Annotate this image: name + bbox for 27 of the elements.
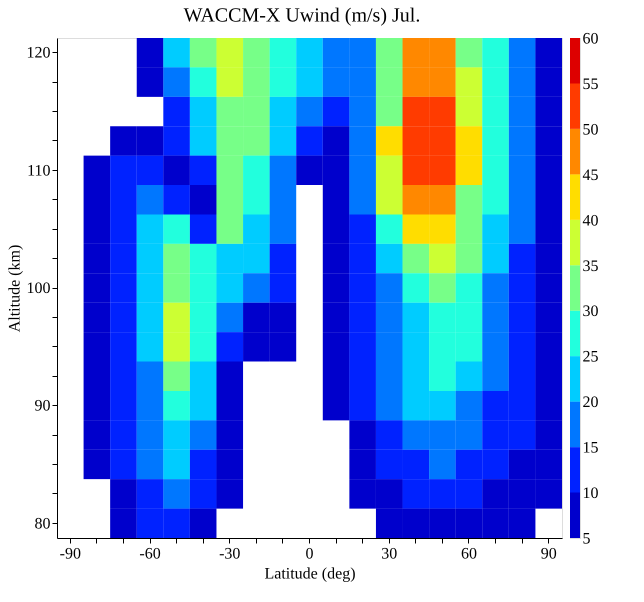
x-tick-label: 0: [306, 546, 314, 562]
y-tick-label: 80: [34, 515, 50, 532]
color-bar-label: 55: [582, 76, 598, 93]
y-tick-label: 100: [26, 280, 50, 297]
x-axis-title: Latitude (deg): [264, 566, 356, 582]
color-bar-label: 30: [582, 303, 598, 320]
color-bar-label: 25: [582, 348, 598, 366]
x-tick-label: 90: [540, 546, 557, 562]
chart-title: WACCM-X Uwind (m/s) Jul.: [184, 4, 420, 26]
x-tick-label: 30: [381, 546, 398, 562]
color-bar-label: 20: [582, 394, 598, 412]
color-bar-label: 50: [582, 121, 598, 138]
x-tick-label: -90: [60, 546, 81, 562]
color-bar-label: 35: [582, 258, 598, 275]
color-bar-label: 5: [582, 530, 590, 548]
y-tick-label: 110: [27, 162, 50, 180]
color-bar-label: 10: [582, 485, 598, 502]
x-tick-label: -30: [219, 546, 240, 562]
x-tick-label: 60: [460, 546, 477, 562]
color-bar-label: 40: [582, 212, 598, 230]
y-tick-label: 120: [26, 44, 50, 62]
color-bar-label: 45: [582, 166, 598, 184]
y-axis-title: Altitude (km): [6, 244, 24, 332]
color-bar-label: 15: [582, 440, 598, 457]
y-tick-label: 90: [34, 398, 50, 415]
x-tick-label: -60: [139, 546, 161, 562]
color-bar-label: 60: [582, 30, 598, 48]
